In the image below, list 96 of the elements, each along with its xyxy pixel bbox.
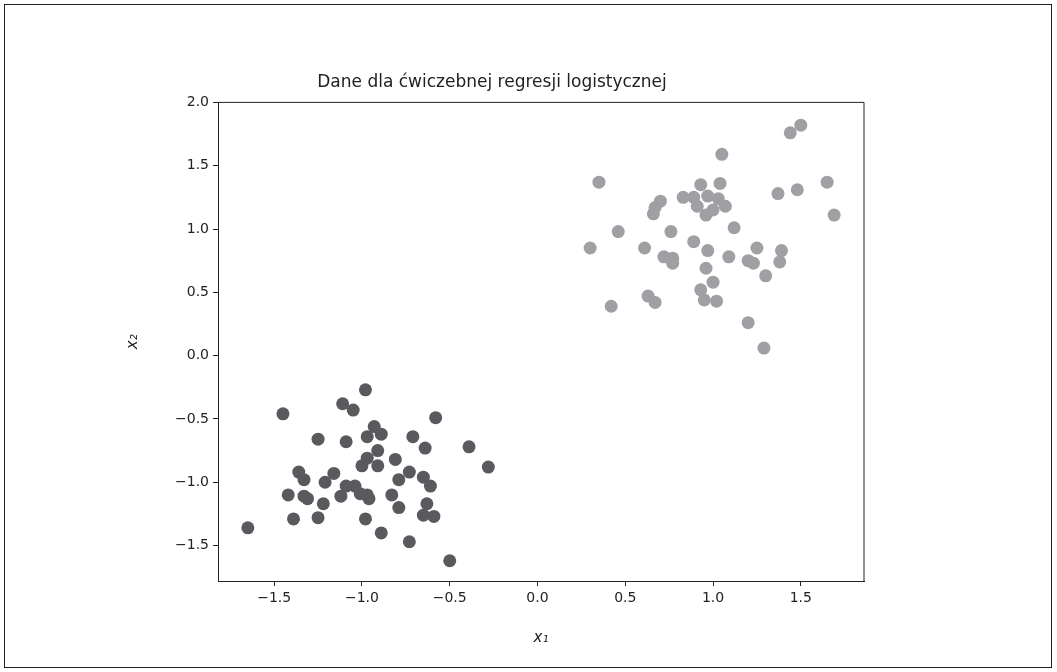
y-tick-label: 0.0 [186,346,209,363]
point [406,430,420,444]
point [611,225,625,239]
point [334,489,348,503]
y-tick-label: 1.0 [186,219,209,236]
point [402,535,416,549]
point [418,441,432,455]
point [429,411,443,425]
point [722,250,736,264]
point [358,512,372,526]
point [713,176,727,190]
point [583,241,597,255]
point [355,459,369,473]
y-tick-label: 2.0 [186,93,209,110]
y-tick-label: −1.0 [175,472,209,489]
x-tick-label: 0.0 [526,589,549,606]
point [427,509,441,523]
point [701,189,715,203]
point [794,118,808,132]
point [336,397,350,411]
point [706,275,720,289]
point [286,512,300,526]
point [311,511,325,525]
x-tick-label: 0.5 [614,589,637,606]
point [360,430,374,444]
point [783,126,797,140]
point [690,199,704,213]
y-tick-label: −0.5 [175,409,209,426]
point [346,403,360,417]
point [443,554,457,568]
point [638,241,652,255]
point [416,470,430,484]
point [750,241,764,255]
x-tick-label: 1.0 [701,589,725,606]
point [592,175,606,189]
x-tick-label: −1.0 [344,589,379,606]
point [420,497,434,511]
point [276,407,290,421]
point [416,508,430,522]
x-tick-label: −1.5 [257,589,292,606]
point [241,521,255,535]
point [827,208,841,222]
point [646,207,660,221]
point [727,221,741,235]
x-tick-label: −0.5 [432,589,467,606]
point [687,235,701,249]
point [664,225,678,239]
point [423,479,437,493]
point [715,147,729,161]
point [297,473,311,487]
x-axis-title: x₁ [532,627,549,646]
point [339,435,353,449]
point [316,497,330,511]
point [374,526,388,540]
point [481,460,495,474]
point [746,256,760,270]
point [374,427,388,441]
point [775,244,788,258]
point [402,465,416,479]
point [699,261,713,275]
point [710,294,724,308]
point [697,293,711,307]
point [757,341,771,355]
point [759,269,773,283]
point [462,440,476,454]
point [358,383,372,397]
y-axis-title: x₂ [122,334,141,351]
point [371,459,385,473]
point [392,501,406,515]
point [741,316,755,330]
point [699,208,713,222]
point [318,475,332,489]
x-tick-label: 1.5 [789,589,812,606]
y-tick-label: 1.5 [186,156,209,173]
point [392,473,406,487]
y-tick-label: −1.5 [175,536,209,553]
point [311,432,325,446]
point [388,452,402,466]
point [790,183,804,197]
point [385,488,399,502]
y-tick-label: 0.5 [186,282,209,299]
chart-title: Dane dla ćwiczebnej regresji logistycznej [317,70,667,91]
point [694,178,708,192]
point [701,244,715,258]
point [648,295,662,309]
point [327,466,341,480]
point [281,488,295,502]
point [694,283,708,297]
point [371,444,385,458]
point [362,492,376,506]
point [771,187,785,201]
point [773,255,787,269]
point [301,492,315,506]
point [718,199,732,213]
point [820,175,834,189]
point [604,299,618,313]
